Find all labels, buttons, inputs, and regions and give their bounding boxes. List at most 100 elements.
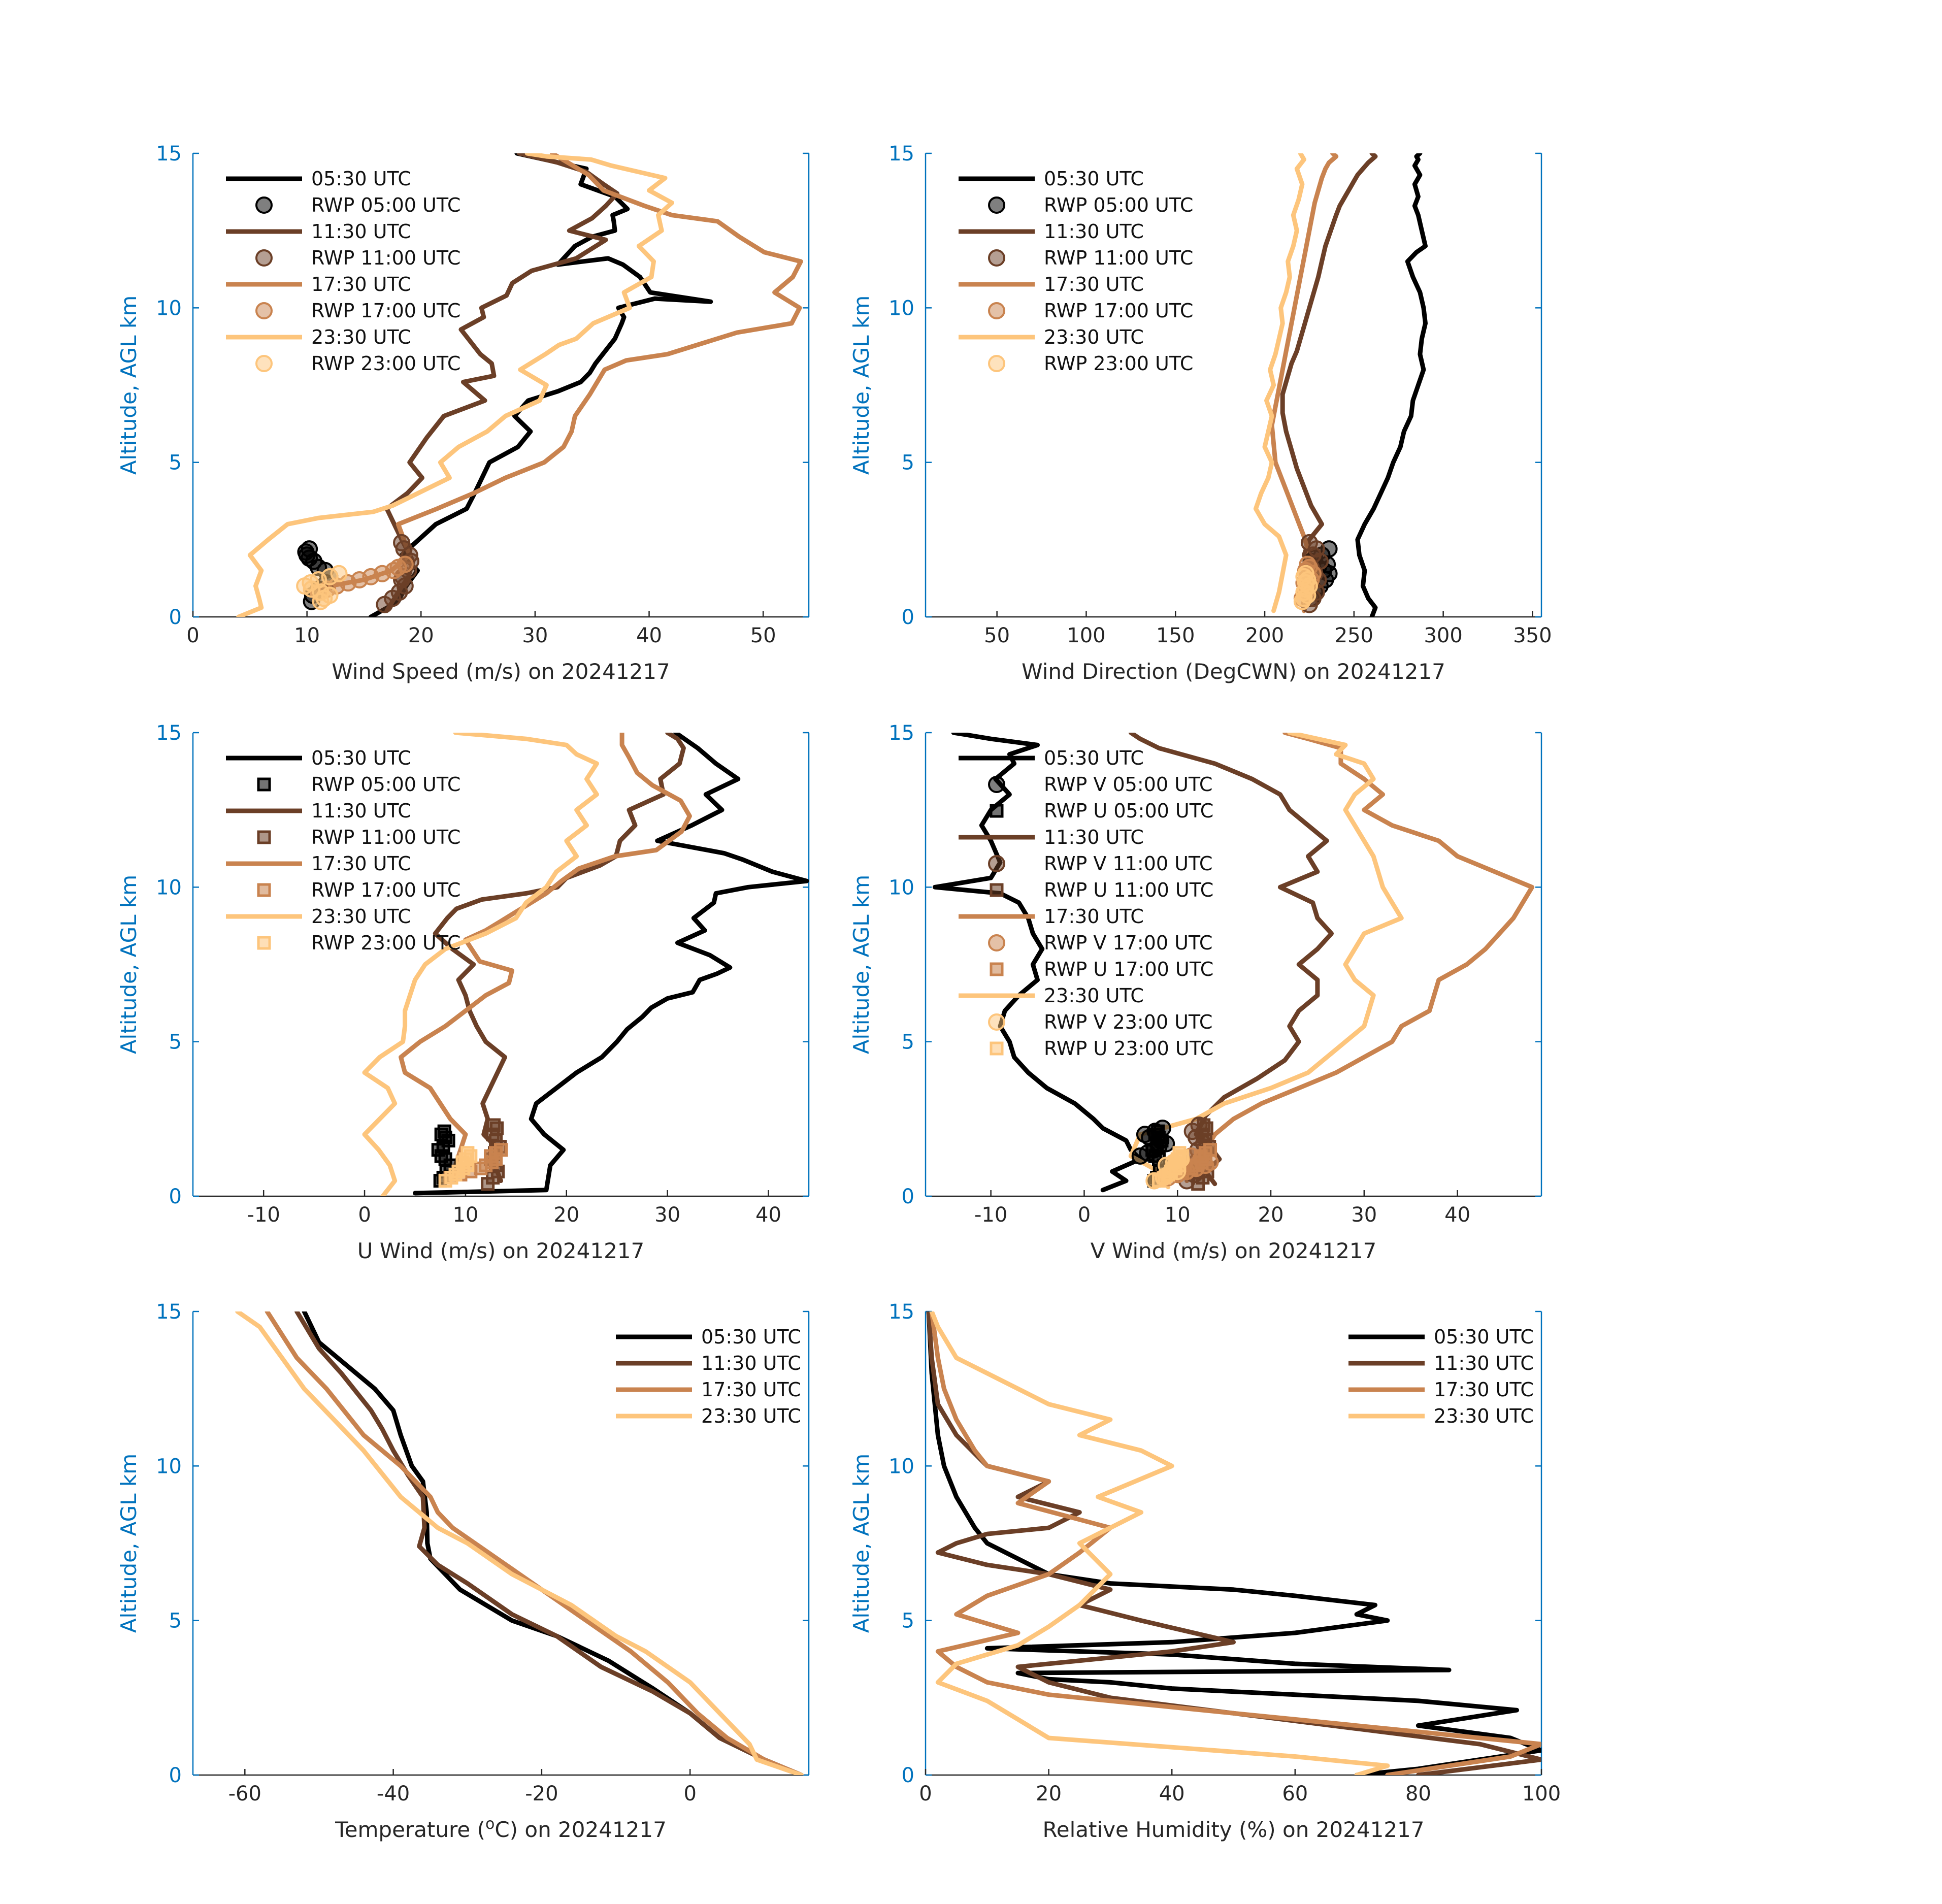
legend-label: 23:30 UTC [701,1405,801,1427]
plot-area [926,1311,1541,1775]
legend-label: RWP U 23:00 UTC [1044,1037,1213,1060]
series-line-05-30-utc [1355,153,1428,617]
marker-rwp-23-00-utc [330,565,348,582]
legend-item-05-30-utc: 05:30 UTC [226,747,411,769]
legend: 05:30 UTC 11:30 UTC 17:30 UTC 23:30 UTC [616,1326,801,1427]
legend-label: 11:30 UTC [701,1352,801,1374]
marker-rwp-05-00-utc [301,540,318,558]
y-tick-label: 10 [888,297,914,320]
series-line-17-30-utc [305,153,803,595]
x-tick-label: 20 [1036,1782,1062,1805]
legend-label: 23:30 UTC [1434,1405,1534,1427]
legend-label: RWP 23:00 UTC [1044,352,1193,375]
legend-swatch-circle [988,855,1005,872]
legend-label: 11:30 UTC [1044,220,1144,243]
legend-label: 23:30 UTC [1044,326,1144,348]
legend-item-rwp-11-00-utc: RWP 11:00 UTC [257,826,460,848]
legend-item-23-30-utc: 23:30 UTC [226,905,411,928]
legend-item-rwp-17-00-utc: RWP 17:00 UTC [988,300,1193,322]
x-tick-label: 0 [358,1203,371,1227]
x-axis-title: V Wind (m/s) on 20241217 [1091,1238,1377,1263]
subplot-wind-speed: 0 10 20 30 40 50 0 5 10 15 Wind Speed (m/s) on 202… [116,142,810,684]
x-tick-label: -60 [228,1782,261,1805]
series-line-11-30-utc [433,733,686,1184]
x-tick-label: 0 [683,1782,696,1805]
legend-item-rwp-u-23-00-utc: RWP U 23:00 UTC [990,1037,1213,1060]
legend-swatch-circle [988,934,1005,951]
legend-label: 05:30 UTC [701,1326,801,1348]
y-tick-label: 0 [169,606,182,629]
legend-label: RWP V 23:00 UTC [1044,1011,1212,1033]
legend-item-rwp-05-00-utc: RWP 05:00 UTC [988,194,1193,216]
series-line-23-30-utc [929,1311,1390,1775]
x-axis-title: Temperature (oC) on 20241217 [335,1815,667,1842]
x-tick-label: 0 [1078,1203,1091,1227]
series-line-17-30-utc [929,1311,1541,1775]
x-tick-label: -40 [377,1782,410,1805]
legend-label: 11:30 UTC [1044,826,1144,848]
x-tick-label: -20 [525,1782,558,1805]
legend-item-17-30-utc: 17:30 UTC [1348,1378,1534,1401]
x-axis-title: Wind Speed (m/s) on 20241217 [332,659,670,684]
x-tick-label: 40 [1444,1203,1470,1227]
plot-area [236,153,803,617]
y-tick-label: 15 [156,721,182,745]
legend-label: 23:30 UTC [311,326,411,348]
legend-item-23-30-utc: 23:30 UTC [1348,1405,1534,1427]
legend-item-11-30-utc: 11:30 UTC [616,1352,801,1374]
y-tick-label: 10 [156,876,182,899]
marker-rwp-u-23-00-utc [1172,1146,1187,1160]
legend-label: 11:30 UTC [311,220,411,243]
x-axis-title: Wind Direction (DegCWN) on 20241217 [1022,659,1445,684]
marker-rwp-u-11-00-utc [1197,1118,1211,1132]
legend-item-17-30-utc: 17:30 UTC [616,1378,801,1401]
legend-item-rwp-23-00-utc: RWP 23:00 UTC [257,932,460,954]
x-tick-label: 30 [1351,1203,1377,1227]
subplot-u-wind: -10 0 10 20 30 40 0 5 10 15 U Wind (m/s) on 202412… [116,721,810,1263]
series-line-17-30-utc [1184,733,1535,1184]
legend-swatch-square [990,804,1004,818]
x-axis-title-superscript: o [485,1815,495,1833]
x-tick-label: 10 [452,1203,478,1227]
legend-label: RWP 11:00 UTC [311,826,460,848]
legend-item-rwp-u-17-00-utc: RWP U 17:00 UTC [990,958,1213,980]
x-tick-label: 40 [636,624,662,647]
marker-rwp-u-05-00-utc [1151,1124,1165,1138]
legend: 05:30 UTC RWP 05:00 UTC 11:30 UTC RWP 11:00… [226,747,460,954]
legend-label: RWP V 17:00 UTC [1044,932,1212,954]
legend-item-17-30-utc: 17:30 UTC [226,273,411,296]
legend-item-rwp-v-23-00-utc: RWP V 23:00 UTC [988,1011,1212,1033]
legend-item-rwp-u-11-00-utc: RWP U 11:00 UTC [990,879,1213,901]
marker-rwp-05-00-utc [437,1124,451,1138]
y-tick-label: 10 [156,297,182,320]
subplot-v-wind: -10 0 10 20 30 40 0 5 10 15 V Wind (m/s) on 202412… [849,721,1542,1263]
y-tick-label: 15 [156,1300,182,1324]
subplot-wind-direction: 50 100 150 200 250 300 350 0 5 10 15 Wind Direction… [849,142,1552,684]
legend-item-05-30-utc: 05:30 UTC [959,747,1144,769]
legend-swatch-square [257,830,271,844]
legend-item-rwp-23-00-utc: RWP 23:00 UTC [255,352,460,375]
x-tick-label: 20 [408,624,434,647]
legend-label: 17:30 UTC [1434,1378,1534,1401]
legend-item-rwp-11-00-utc: RWP 11:00 UTC [988,247,1193,269]
y-tick-label: 5 [169,1031,182,1054]
legend-label: RWP 17:00 UTC [1044,300,1193,322]
legend-item-rwp-17-00-utc: RWP 17:00 UTC [255,300,460,322]
x-tick-label: -10 [247,1203,280,1227]
legend-label: RWP U 11:00 UTC [1044,879,1213,901]
x-tick-label: 30 [654,1203,680,1227]
series-line-23-30-utc [235,1311,804,1775]
x-tick-label: 10 [294,624,320,647]
legend-swatch-circle [255,196,273,214]
legend-swatch-square [257,883,271,897]
y-tick-label: 5 [169,1610,182,1633]
legend-item-rwp-05-00-utc: RWP 05:00 UTC [257,773,460,796]
y-tick-label: 15 [156,142,182,166]
x-tick-label: 40 [755,1203,781,1227]
x-tick-label: 50 [750,624,776,647]
legend-item-17-30-utc: 17:30 UTC [959,905,1144,928]
legend-label: 17:30 UTC [1044,905,1144,928]
legend-label: RWP 05:00 UTC [311,194,460,216]
legend-label: RWP V 11:00 UTC [1044,852,1212,875]
legend-label: 17:30 UTC [311,852,411,875]
